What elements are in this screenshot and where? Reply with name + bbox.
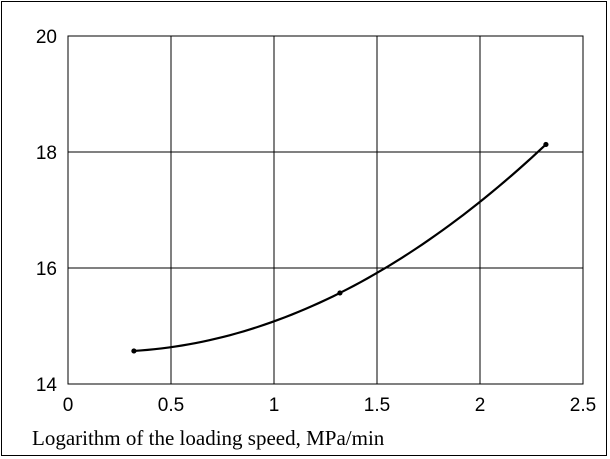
data-point-1 bbox=[337, 290, 343, 296]
series-line-0 bbox=[133, 143, 547, 353]
plot-area bbox=[67, 35, 584, 385]
data-point-2 bbox=[543, 141, 549, 148]
y-tick-label: 20 bbox=[36, 27, 57, 48]
y-axis: 14 16 18 20 bbox=[36, 27, 58, 396]
data-point-0 bbox=[131, 348, 137, 354]
x-tick-label: 1.5 bbox=[364, 395, 390, 416]
x-tick-label: 1 bbox=[269, 395, 280, 416]
y-tick-label: 14 bbox=[36, 375, 58, 396]
x-tick-label: 2.5 bbox=[570, 395, 596, 416]
series-group bbox=[131, 141, 549, 354]
x-axis-label: Logarithm of the loading speed, MPa/min bbox=[32, 426, 385, 450]
y-tick-label: 16 bbox=[36, 259, 57, 280]
y-tick-label: 18 bbox=[36, 143, 57, 164]
x-axis: 0 0.5 1 1.5 2 2.5 bbox=[63, 395, 597, 416]
grid-lines bbox=[67, 35, 584, 385]
x-tick-label: 2 bbox=[475, 395, 486, 416]
x-tick-label: 0.5 bbox=[158, 395, 184, 416]
x-tick-label: 0 bbox=[63, 395, 74, 416]
